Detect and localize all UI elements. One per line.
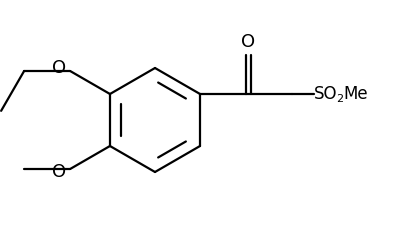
Text: O: O xyxy=(52,163,66,181)
Text: SO: SO xyxy=(314,85,337,103)
Text: Me: Me xyxy=(343,85,368,103)
Text: O: O xyxy=(52,59,66,77)
Text: 2: 2 xyxy=(336,94,343,104)
Text: O: O xyxy=(241,33,255,51)
